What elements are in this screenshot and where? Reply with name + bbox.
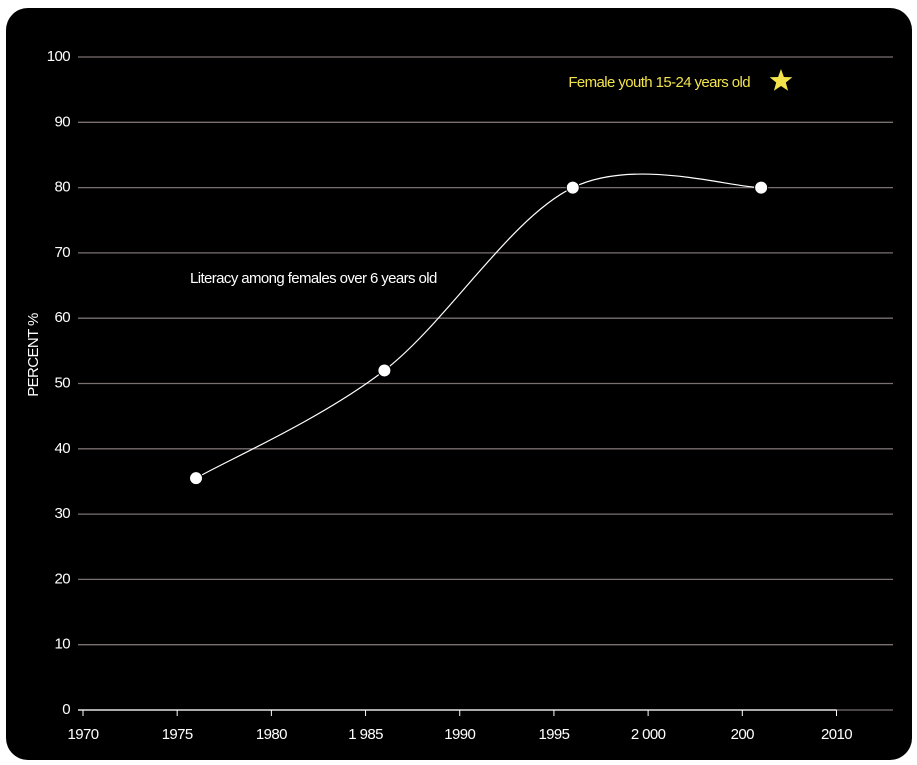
y-tick-label: 70 — [55, 244, 71, 261]
y-tick-label: 40 — [55, 440, 71, 457]
y-tick-label: 0 — [62, 701, 70, 718]
y-tick-label: 50 — [55, 374, 71, 391]
y-axis-label: PERCENT % — [25, 313, 42, 397]
point — [565, 180, 580, 195]
y-tick-label: 20 — [55, 570, 71, 587]
y-tick-label: 30 — [55, 505, 71, 522]
x-tick-label: 1995 — [538, 726, 569, 743]
x-tick-label: 2010 — [821, 726, 852, 743]
annotation: Female youth 15-24 years old — [568, 74, 750, 91]
point — [754, 180, 769, 195]
y-tick-label: 60 — [55, 309, 71, 326]
x-tick-label: 1975 — [162, 726, 193, 743]
x-tick-label: 1970 — [68, 726, 99, 743]
y-tick-label: 80 — [55, 179, 71, 196]
x-tick-label: 1990 — [444, 726, 475, 743]
y-tick-label: 90 — [55, 113, 71, 130]
x-tick-label: 200 — [731, 726, 754, 743]
series-label: Literacy among females over 6 years old — [190, 270, 437, 287]
point — [189, 471, 204, 486]
line — [195, 173, 762, 479]
x-tick-label: 1 985 — [348, 726, 383, 743]
star-icon — [769, 69, 793, 91]
point — [377, 363, 392, 378]
y-tick-label: 100 — [47, 48, 70, 65]
x-tick-label: 1980 — [256, 726, 287, 743]
y-tick-label: 10 — [55, 636, 71, 653]
x-tick-label: 2 000 — [631, 726, 666, 743]
